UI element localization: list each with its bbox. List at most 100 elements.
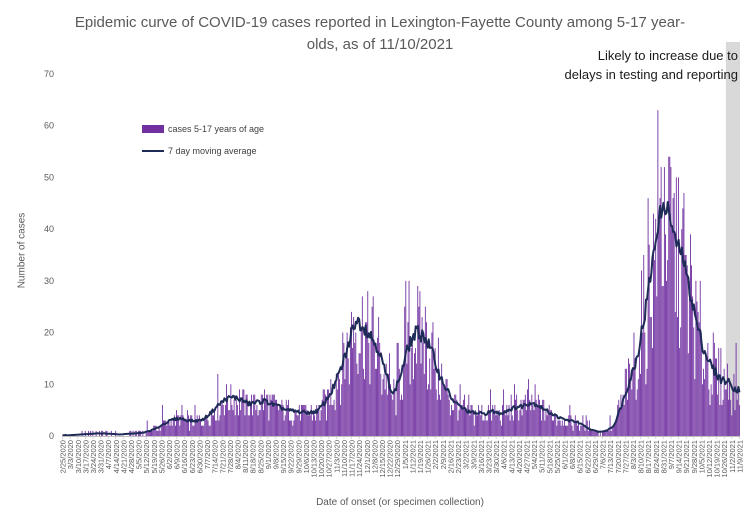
case-bar (374, 368, 376, 436)
case-bar (341, 384, 343, 436)
case-bar (575, 420, 577, 436)
case-bar (271, 394, 273, 436)
x-tick-label: 9/22/2020 (287, 440, 296, 473)
case-bar (489, 410, 490, 436)
case-bar (656, 296, 658, 436)
case-bar (637, 379, 639, 436)
case-bar (151, 430, 152, 436)
case-bar (621, 404, 623, 436)
case-bar (736, 399, 738, 436)
case-bar (453, 410, 455, 436)
x-tick-label: 10/20/2020 (317, 440, 326, 478)
case-bar (692, 296, 694, 436)
case-bar (737, 389, 739, 436)
case-bar (277, 404, 279, 436)
case-bar (697, 311, 699, 436)
x-tick-label: 3/30/2021 (492, 440, 501, 473)
case-bar (615, 420, 616, 436)
case-bar (448, 399, 450, 436)
case-bar (468, 394, 470, 436)
case-bar (214, 410, 216, 436)
case-bar (541, 420, 543, 436)
case-bar (608, 430, 610, 436)
case-bar (441, 363, 443, 436)
x-tick-label: 11/9/2021 (735, 440, 744, 473)
x-tick-label: 7/27/2021 (621, 440, 630, 473)
case-bar (554, 415, 556, 436)
x-tick-label: 1/5/2021 (401, 440, 410, 469)
case-bar (447, 394, 449, 436)
case-bar (673, 192, 675, 436)
case-bar (321, 399, 323, 436)
case-bar (270, 399, 272, 436)
case-bar (663, 167, 665, 437)
case-bar (646, 368, 648, 436)
case-bar (679, 348, 681, 436)
case-bar (340, 404, 342, 436)
case-bar (708, 389, 710, 436)
case-bar (443, 384, 445, 436)
case-bar (185, 420, 187, 436)
legend-item-bars: cases 5-17 years of age (142, 118, 264, 140)
case-bar (698, 322, 700, 436)
case-bar (530, 410, 532, 436)
case-bar (289, 420, 290, 436)
case-bar (548, 404, 550, 436)
case-bar (219, 415, 221, 436)
axes: 0 10 20 30 40 50 60 70 2/25/20203/3/20203/10/202… (44, 69, 744, 478)
x-tick-label: 12/8/2020 (370, 440, 379, 473)
case-bar (296, 415, 298, 436)
case-bar (738, 404, 740, 436)
case-bar (605, 430, 607, 436)
shaded-region-rect (725, 42, 740, 436)
legend-swatch-line (142, 150, 164, 152)
case-bar (645, 384, 647, 436)
case-bar (309, 415, 311, 436)
case-bar (369, 384, 371, 436)
case-bar (368, 342, 370, 436)
case-bar (252, 415, 254, 436)
case-bar (205, 415, 207, 436)
case-bar (457, 420, 459, 436)
x-tick-label: 1/26/2021 (424, 440, 433, 473)
case-bar (389, 353, 390, 436)
x-tick-label: 4/6/2021 (500, 440, 509, 469)
case-bar (514, 384, 515, 436)
case-bar (265, 399, 267, 436)
x-tick-label: 8/11/2020 (241, 440, 250, 473)
case-bar (315, 420, 317, 436)
x-axis-label: Date of onset (or specimen collection) (316, 497, 484, 508)
case-bar (251, 394, 252, 436)
case-bar (399, 399, 401, 436)
case-bar (342, 332, 344, 436)
case-bar (590, 430, 591, 436)
case-bar (460, 404, 462, 436)
case-bar (719, 404, 721, 436)
case-bar (273, 394, 275, 436)
case-bar (546, 415, 548, 436)
case-bar (152, 430, 154, 436)
case-bar (561, 420, 563, 436)
case-bar (437, 337, 439, 436)
x-tick-label: 6/1/2021 (561, 440, 570, 469)
case-bar (401, 394, 402, 436)
case-bar (190, 415, 192, 436)
y-tick-label: 30 (44, 276, 54, 286)
case-bar (535, 399, 537, 436)
x-tick-label: 3/2/2021 (462, 440, 471, 469)
case-bar (559, 420, 561, 436)
x-tick-label: 6/15/2021 (576, 440, 585, 473)
case-bar (450, 404, 452, 436)
case-bar (730, 399, 732, 436)
case-bar (690, 234, 691, 436)
case-bar (467, 404, 469, 436)
x-tick-label: 3/9/2021 (469, 440, 478, 469)
case-bar (616, 420, 618, 436)
case-bar (482, 420, 484, 436)
case-bar (635, 399, 637, 436)
case-bar (280, 404, 282, 436)
case-bar (332, 404, 334, 436)
case-bar (218, 420, 220, 436)
x-tick-label: 11/10/2020 (340, 440, 349, 477)
case-bar (547, 410, 549, 436)
